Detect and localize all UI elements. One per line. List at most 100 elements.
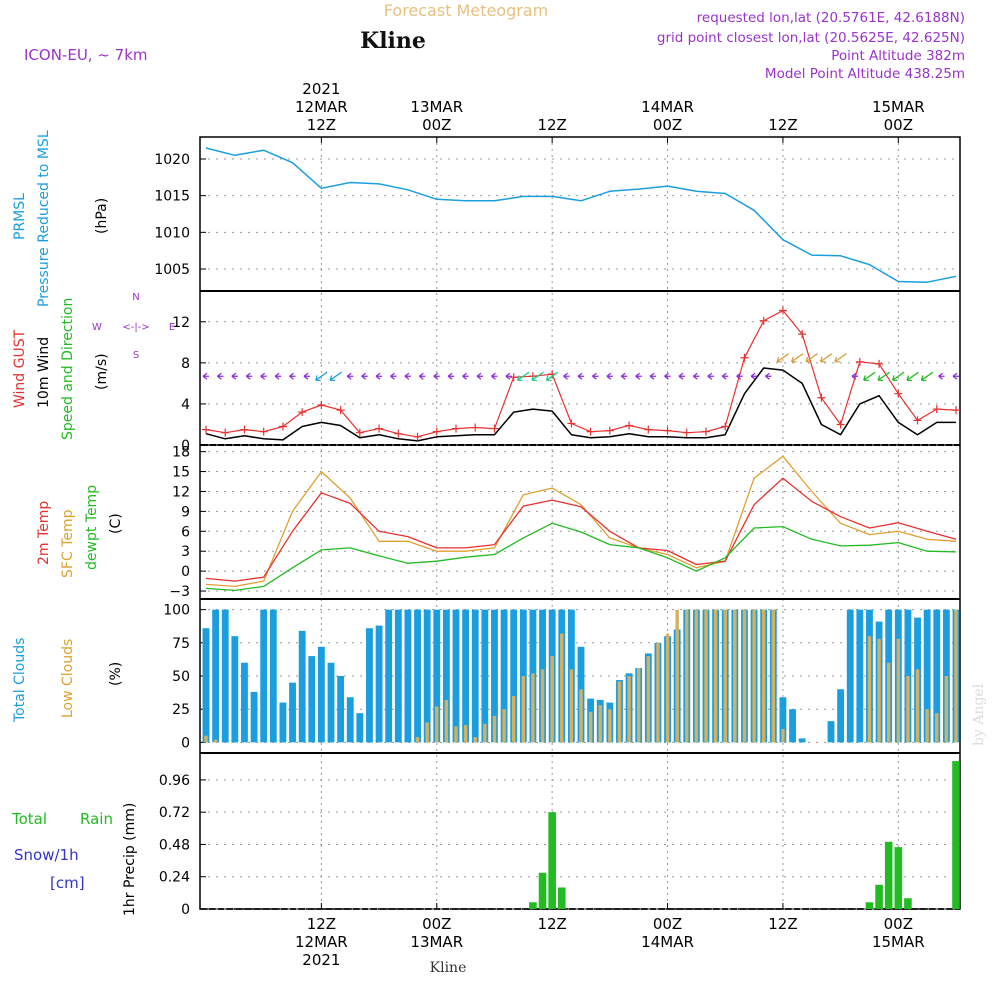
wind-direction-arrow	[329, 371, 342, 382]
low-cloud-bar	[435, 706, 439, 743]
low-cloud-bar	[915, 669, 920, 743]
low-cloud-bar	[713, 609, 718, 743]
pressure-unit-label: (hPa)	[94, 198, 110, 234]
total-cloud-bar	[500, 609, 508, 743]
gust-marker	[221, 428, 230, 437]
total-cloud-bar	[279, 702, 287, 743]
pressure-panel: 1005 1010 1015 1020	[154, 147, 960, 283]
wind-direction-arrow	[274, 372, 282, 380]
gust-marker	[894, 389, 903, 398]
total-cloud-bar	[298, 630, 306, 743]
total-cloud-bar	[337, 676, 345, 743]
total-cloud-bar	[442, 609, 450, 743]
total-cloud-bar	[375, 625, 383, 743]
low-cloud-bar	[694, 609, 699, 743]
gust-marker	[336, 406, 345, 415]
low-cloud-bar	[617, 681, 622, 743]
gust-marker	[355, 428, 364, 437]
low-cloud-bar	[781, 729, 785, 743]
total-cloud-bar	[510, 609, 518, 743]
rain-bar	[557, 887, 566, 909]
total-cloud-bar	[212, 609, 220, 743]
gust-marker	[490, 424, 499, 433]
wind-speed-dir-label: Speed and Direction	[60, 298, 76, 440]
wind-direction-arrow	[765, 372, 772, 380]
wind-direction-arrow	[217, 372, 224, 380]
total-cloud-bar	[798, 738, 806, 743]
low-cloud-bar	[579, 689, 583, 743]
wind-direction-arrow	[260, 372, 267, 380]
total-cloud-bar	[481, 609, 489, 743]
total-cloud-bar	[827, 721, 835, 743]
bottom-tick-label: 00Z	[653, 915, 682, 933]
total-cloud-bar	[423, 609, 431, 743]
bottom-tick-label: 12Z	[307, 915, 336, 933]
snow-label: Snow/1h	[14, 846, 79, 864]
low-cloud-bar	[569, 669, 574, 743]
wind-10m-label: 10m Wind	[36, 337, 52, 408]
compass-e: E	[169, 322, 175, 333]
low-cloud-bar	[636, 668, 641, 743]
wind-direction-arrow	[834, 353, 847, 363]
wind-direction-arrow	[721, 372, 729, 380]
rain-bar	[548, 812, 556, 909]
gust-marker	[202, 425, 210, 434]
pressure-desc-label: Pressure Reduced to MSL	[36, 130, 52, 307]
wind-direction-arrow	[692, 372, 700, 380]
compass-w: W	[92, 322, 102, 333]
plot-frame	[199, 136, 961, 910]
low-cloud-bar	[944, 676, 949, 743]
total-cloud-bar	[269, 609, 277, 743]
total-cloud-bar	[356, 713, 364, 743]
bottom-tick-label: 00Z	[422, 915, 451, 933]
wind-direction-arrow	[635, 372, 642, 380]
total-cloud-bar	[471, 609, 479, 743]
precip-ytick-label: 0	[181, 902, 190, 918]
snow-unit-label: [cm]	[50, 874, 85, 892]
total-cloud-bar	[394, 609, 402, 743]
rain-label: Rain	[80, 810, 113, 828]
total-cloud-bar	[289, 682, 296, 743]
wind-gust-label: Wind GUST	[12, 329, 28, 408]
bottom-tick-label: 00Z	[884, 915, 913, 933]
model-label: ICON-EU, ~ 7km	[24, 46, 148, 64]
bottom-tick-label: 12Z	[768, 915, 797, 933]
compass-cross: <-|->	[122, 322, 149, 333]
gust-marker	[778, 306, 787, 315]
vertical-grid	[320, 137, 899, 909]
total-cloud-bar	[414, 609, 421, 743]
total-cloud-bar	[241, 662, 248, 743]
low-cloud-bar	[685, 609, 689, 743]
gust-marker	[625, 421, 634, 430]
low-cloud-bar	[665, 633, 670, 743]
gust-marker	[509, 373, 518, 382]
low-cloud-bar	[550, 656, 554, 743]
gust-marker	[586, 427, 595, 436]
top-tick-label: 12Z	[768, 116, 797, 134]
gust-marker	[394, 429, 403, 438]
gust-marker	[759, 316, 768, 325]
wind-direction-arrow	[315, 371, 328, 382]
wind-ytick-label: 4	[181, 397, 190, 413]
low-cloud-bar	[204, 735, 208, 743]
total-clouds-label: Total Clouds	[12, 638, 28, 723]
gust-marker	[317, 400, 326, 409]
top-tick-label: 00Z	[422, 116, 451, 134]
total-cloud-bar	[491, 609, 498, 743]
wind-direction-arrow	[505, 372, 512, 380]
total-cloud-bar	[221, 609, 229, 743]
total-cloud-bar	[346, 697, 354, 743]
compass-n: N	[132, 292, 139, 303]
bottom-tick-label: 13MAR	[410, 933, 463, 951]
wind-direction-arrow	[606, 372, 613, 380]
compass-s: S	[133, 350, 139, 361]
top-tick-label: 00Z	[884, 116, 913, 134]
watermark: by Angel	[971, 683, 987, 746]
wind-direction-arrow	[346, 372, 354, 380]
clouds-ytick-label: 0	[181, 735, 190, 751]
total-cloud-bar	[846, 609, 854, 743]
gust-marker	[298, 408, 307, 417]
wind-direction-arrow	[592, 372, 599, 380]
total-cloud-bar	[789, 709, 796, 743]
